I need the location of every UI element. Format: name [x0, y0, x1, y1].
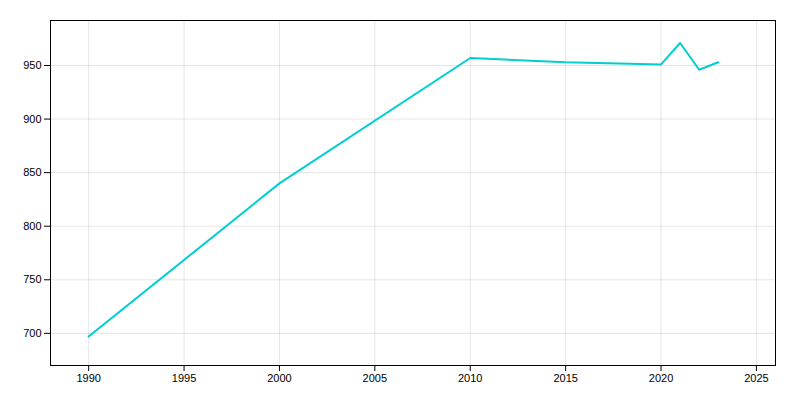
svg-text:700: 700 [23, 327, 41, 339]
svg-text:1990: 1990 [76, 372, 100, 384]
svg-text:2000: 2000 [267, 372, 291, 384]
svg-text:850: 850 [23, 166, 41, 178]
svg-text:800: 800 [23, 220, 41, 232]
svg-text:2020: 2020 [649, 372, 673, 384]
svg-text:2010: 2010 [458, 372, 482, 384]
svg-text:950: 950 [23, 59, 41, 71]
svg-text:2025: 2025 [744, 372, 768, 384]
svg-text:2005: 2005 [363, 372, 387, 384]
svg-text:750: 750 [23, 273, 41, 285]
svg-text:2015: 2015 [553, 372, 577, 384]
svg-text:900: 900 [23, 113, 41, 125]
svg-text:1995: 1995 [172, 372, 196, 384]
